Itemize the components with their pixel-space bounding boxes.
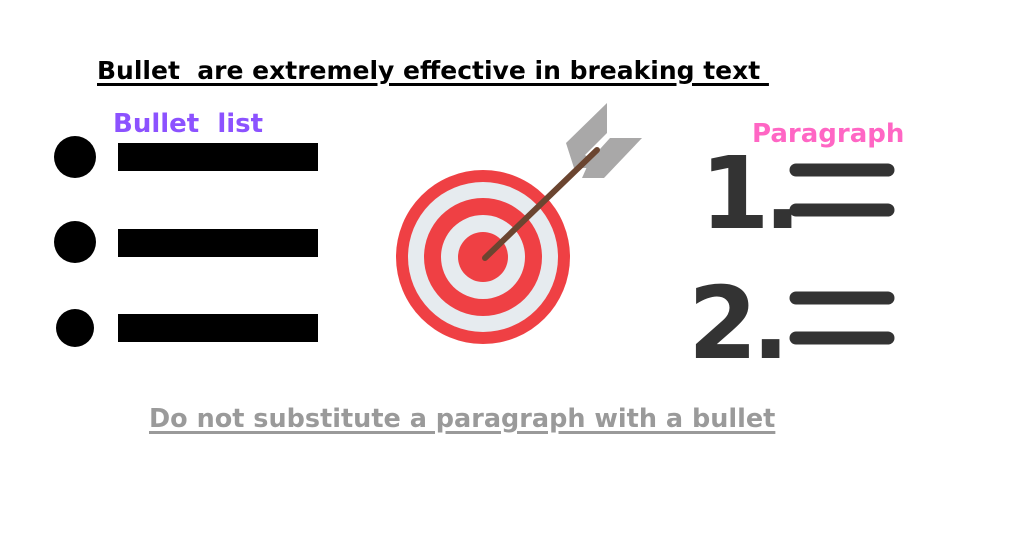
number-1: 1. xyxy=(700,135,796,252)
footer-note: Do not substitute a paragraph with a bul… xyxy=(149,404,776,434)
number-2: 2. xyxy=(688,265,784,382)
bullet-list-label: Bullet list xyxy=(113,109,264,139)
arrow-fletching xyxy=(582,138,642,178)
bullet-dot xyxy=(54,136,96,178)
arrow-fletching xyxy=(566,103,607,168)
bullet-dot xyxy=(56,309,94,347)
headline: Bullet are extremely effective in breaki… xyxy=(97,56,769,85)
bullet-bar xyxy=(118,229,318,257)
target-with-arrow-icon xyxy=(396,103,642,344)
arrow-shaft xyxy=(482,147,600,261)
paragraph-label: Paragraph xyxy=(752,119,905,149)
numbered-list-icon: 1. 2. xyxy=(688,135,895,382)
bullet-dot xyxy=(54,221,96,263)
bullet-bar xyxy=(118,143,318,171)
bullet-list-icon xyxy=(54,136,318,347)
bullet-bar xyxy=(118,314,318,342)
